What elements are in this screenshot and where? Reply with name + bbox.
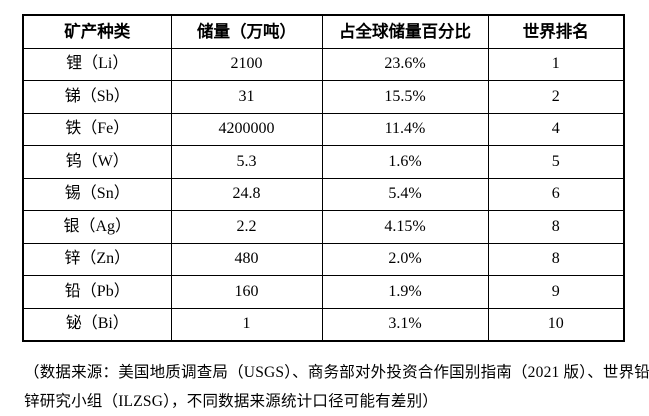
table-cell: 4200000 <box>170 112 323 146</box>
column-header-3: 世界排名 <box>487 14 625 49</box>
minerals-reserves-table: 矿产种类 储量（万吨） 占全球储量百分比 世界排名 锂（Li） 2100 23.6% 1 锑（… <box>22 14 625 342</box>
table-cell: 银（Ag） <box>22 210 172 244</box>
table-cell: 2.0% <box>321 242 489 276</box>
table-cell: 10 <box>487 307 625 342</box>
table-cell: 1 <box>487 47 625 81</box>
table-cell: 23.6% <box>321 47 489 81</box>
table-cell: 5.4% <box>321 177 489 211</box>
data-source-note: （数据来源：美国地质调查局（USGS）、商务部对外投资合作国别指南（2021 版… <box>24 358 649 416</box>
table-row: 锌（Zn） 480 2.0% 8 <box>22 242 625 276</box>
table-cell: 8 <box>487 210 625 244</box>
table-row: 锂（Li） 2100 23.6% 1 <box>22 47 625 81</box>
table-cell: 5.3 <box>170 145 323 179</box>
table-cell: 160 <box>170 275 323 309</box>
table-cell: 6 <box>487 177 625 211</box>
table-row: 钨（W） 5.3 1.6% 5 <box>22 145 625 179</box>
table-cell: 铁（Fe） <box>22 112 172 146</box>
table-cell: 锡（Sn） <box>22 177 172 211</box>
table-cell: 480 <box>170 242 323 276</box>
column-header-2: 占全球储量百分比 <box>321 14 489 49</box>
table-cell: 2100 <box>170 47 323 81</box>
table-row: 铁（Fe） 4200000 11.4% 4 <box>22 112 625 146</box>
table-cell: 锑（Sb） <box>22 80 172 114</box>
table-cell: 2 <box>487 80 625 114</box>
table-cell: 15.5% <box>321 80 489 114</box>
data-source-note-line1: （数据来源：美国地质调查局（USGS）、商务部对外投资合作国别指南（2021 版… <box>24 364 649 381</box>
table-cell: 锂（Li） <box>22 47 172 81</box>
table-cell: 11.4% <box>321 112 489 146</box>
table-row: 铋（Bi） 1 3.1% 10 <box>22 307 625 342</box>
table-cell: 4 <box>487 112 625 146</box>
table-cell: 4.15% <box>321 210 489 244</box>
table-cell: 31 <box>170 80 323 114</box>
table-cell: 1.9% <box>321 275 489 309</box>
table-cell: 24.8 <box>170 177 323 211</box>
column-header-0: 矿产种类 <box>22 14 172 49</box>
data-source-note-line2: 锌研究小组（ILZSG），不同数据来源统计口径可能有差别） <box>24 393 438 410</box>
table-row: 锡（Sn） 24.8 5.4% 6 <box>22 177 625 211</box>
table-header-row: 矿产种类 储量（万吨） 占全球储量百分比 世界排名 <box>22 14 625 49</box>
table-cell: 钨（W） <box>22 145 172 179</box>
table-row: 铅（Pb） 160 1.9% 9 <box>22 275 625 309</box>
table-cell: 铅（Pb） <box>22 275 172 309</box>
table-body: 锂（Li） 2100 23.6% 1 锑（Sb） 31 15.5% 2 铁（Fe） 4200000… <box>22 47 625 342</box>
table-cell: 5 <box>487 145 625 179</box>
table-cell: 2.2 <box>170 210 323 244</box>
table-cell: 铋（Bi） <box>22 307 172 342</box>
table-cell: 1 <box>170 307 323 342</box>
table-cell: 锌（Zn） <box>22 242 172 276</box>
table-row: 锑（Sb） 31 15.5% 2 <box>22 80 625 114</box>
table-cell: 3.1% <box>321 307 489 342</box>
table-cell: 1.6% <box>321 145 489 179</box>
table-row: 银（Ag） 2.2 4.15% 8 <box>22 210 625 244</box>
table-cell: 9 <box>487 275 625 309</box>
column-header-1: 储量（万吨） <box>170 14 323 49</box>
table-cell: 8 <box>487 242 625 276</box>
